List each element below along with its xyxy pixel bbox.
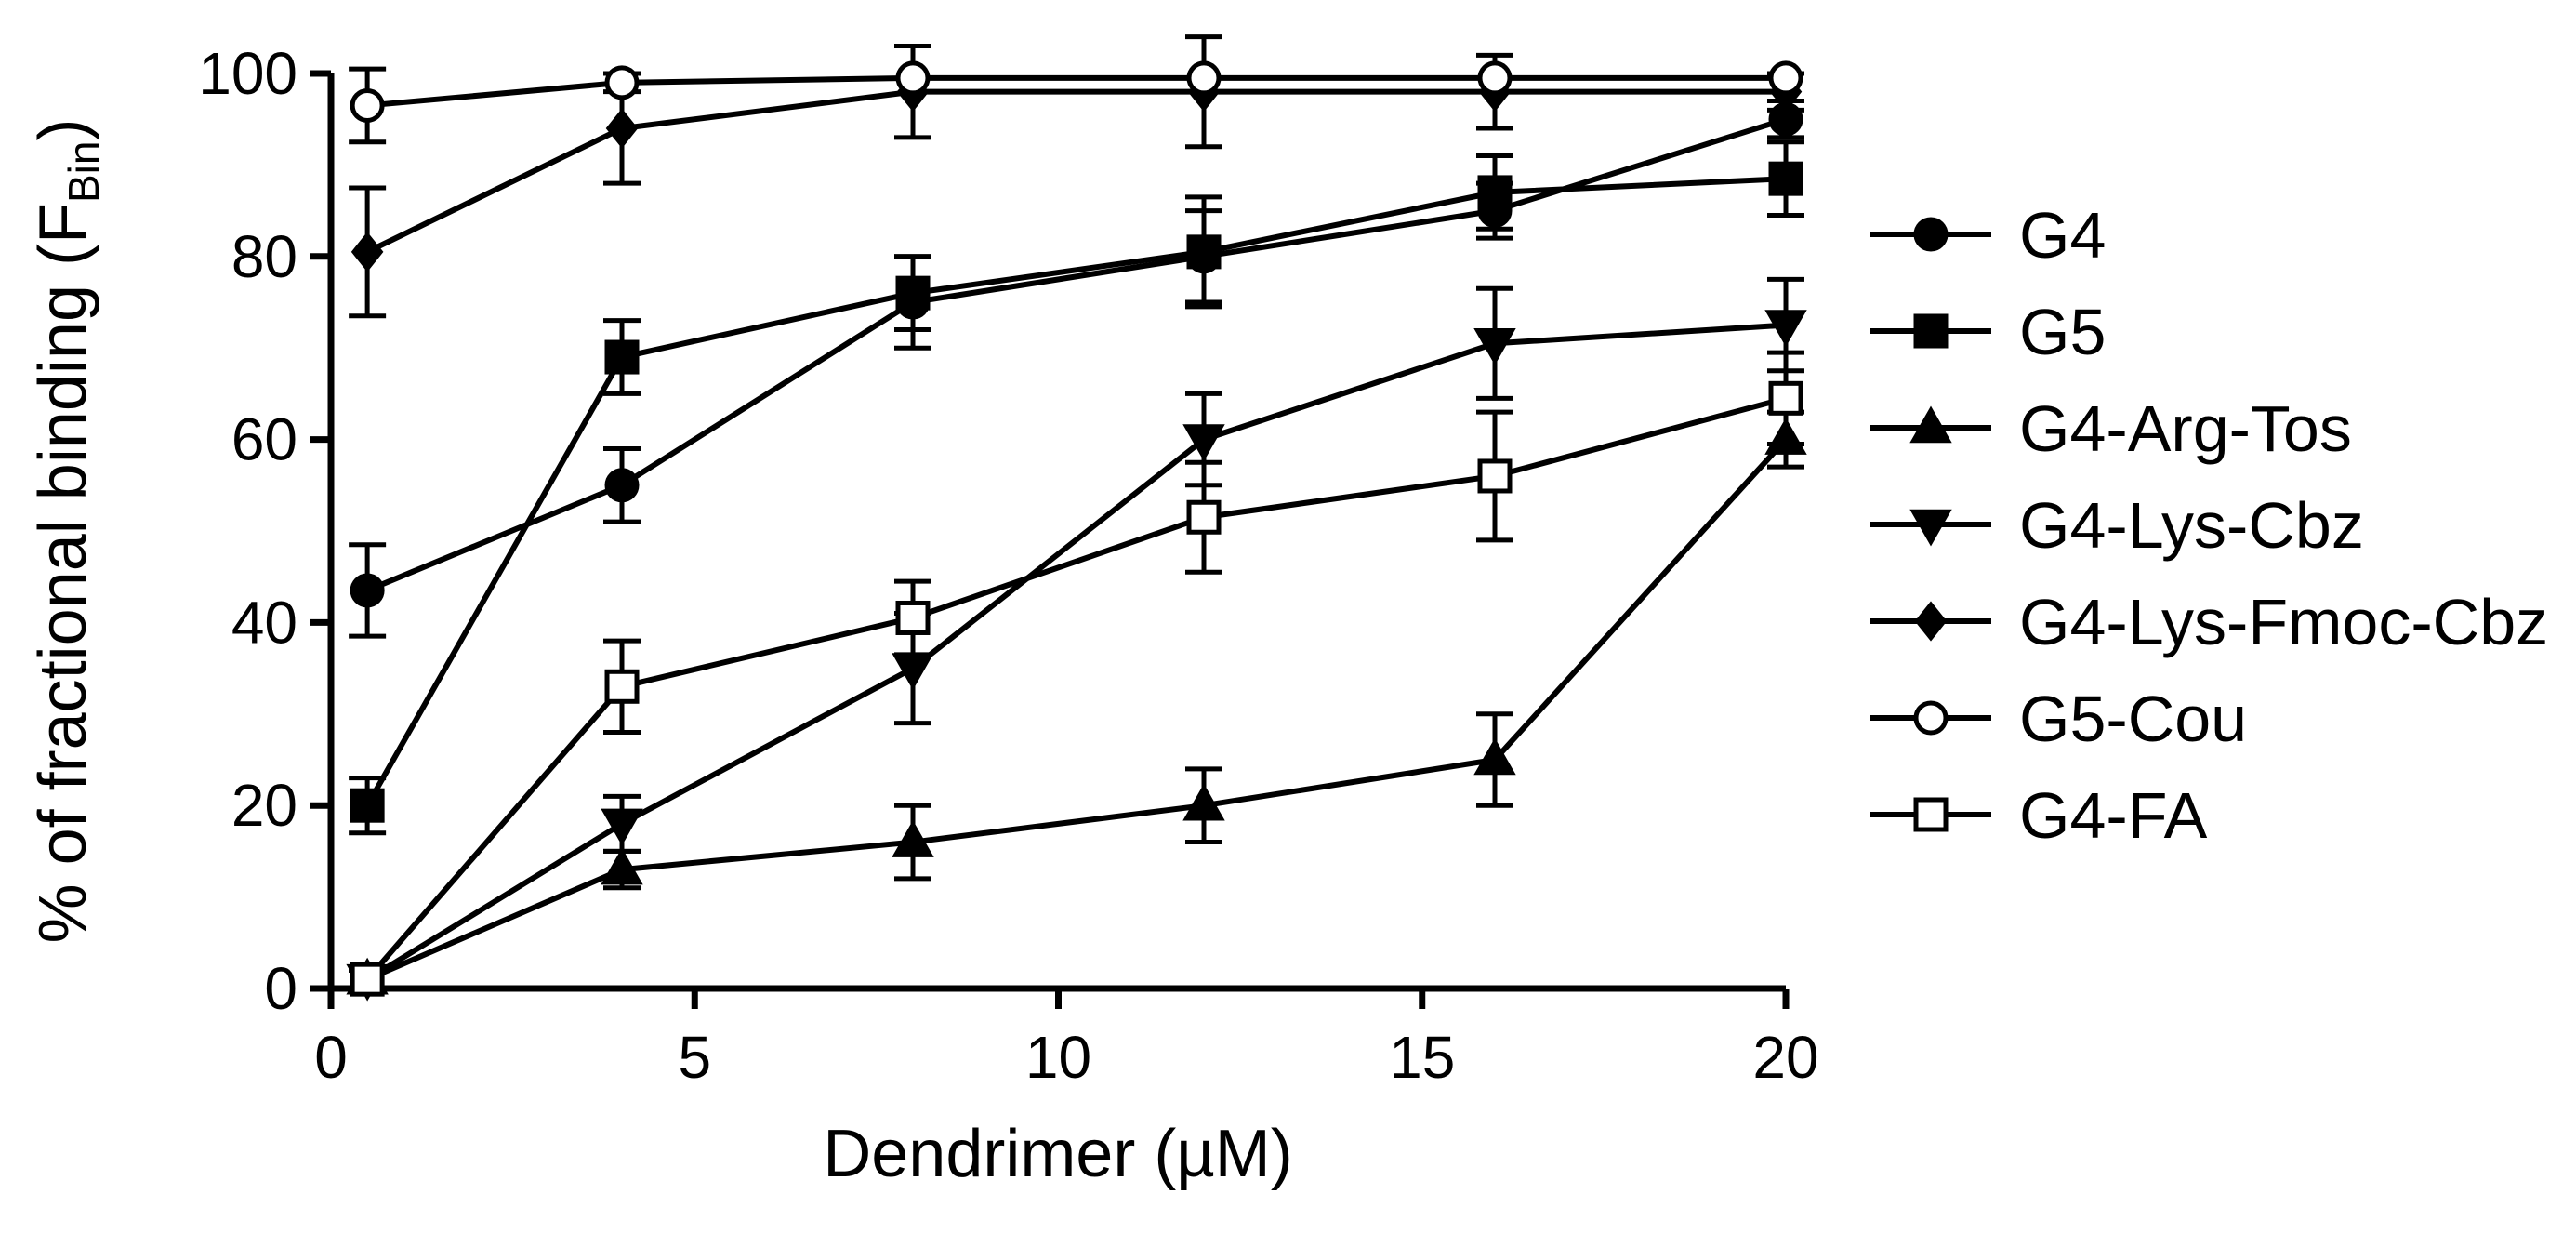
legend-label: G4-Lys-Fmoc-Cbz xyxy=(2019,586,2548,658)
legend-marker xyxy=(1909,509,1952,547)
data-point xyxy=(604,669,640,704)
data-point xyxy=(605,108,639,149)
legend-label: G4-Lys-Cbz xyxy=(2019,489,2364,562)
legend: G4 G5 G4-Arg-Tos G4-Lys-Cbz G4-Lys-Fmoc-Cbz G… xyxy=(1870,199,2548,852)
series-line xyxy=(365,88,1786,255)
y-tick-label: 80 xyxy=(231,223,297,290)
data-point xyxy=(1477,458,1513,494)
y-axis-title-main: % of fractional binding (F xyxy=(26,203,100,943)
series-g5 xyxy=(349,139,1804,836)
data-point xyxy=(1477,175,1513,210)
data-point xyxy=(601,847,643,885)
legend-marker xyxy=(1909,405,1952,444)
data-point xyxy=(1182,783,1225,821)
data-point xyxy=(1768,60,1803,96)
legend-item: G5-Cou xyxy=(1870,683,2247,755)
y-tick-label: 100 xyxy=(198,40,297,107)
data-point xyxy=(604,65,640,100)
legend-item: G4 xyxy=(1870,199,2106,272)
data-point xyxy=(604,339,640,375)
data-point xyxy=(1186,234,1222,270)
y-axis-title-subscript: Bin xyxy=(59,141,108,203)
legend-marker xyxy=(1913,217,1949,252)
y-axis-title-end: ) xyxy=(26,119,100,141)
series-g5-cou xyxy=(349,60,1803,145)
data-point xyxy=(350,573,385,608)
data-point xyxy=(1473,327,1516,365)
legend-label: G5 xyxy=(2019,296,2106,368)
y-tick-label: 60 xyxy=(231,406,297,473)
data-point xyxy=(604,468,640,503)
series-g4-arg-tos xyxy=(346,409,1807,995)
data-point xyxy=(895,600,931,635)
y-tick-label: 0 xyxy=(264,955,297,1022)
legend-label: G5-Cou xyxy=(2019,683,2247,755)
y-ticks: 0 20 40 60 80 100 xyxy=(198,40,331,1022)
data-point xyxy=(1186,60,1222,96)
legend-marker xyxy=(1913,797,1949,832)
data-point xyxy=(1473,737,1516,776)
x-tick-label: 5 xyxy=(678,1024,711,1091)
data-point xyxy=(350,788,385,823)
legend-label: G4-Arg-Tos xyxy=(2019,392,2352,465)
x-ticks: 0 5 10 15 20 xyxy=(314,989,1819,1091)
legend-label: G4-FA xyxy=(2019,779,2208,852)
legend-label: G4 xyxy=(2019,199,2106,272)
series-line xyxy=(364,176,1787,807)
plot-area xyxy=(327,73,1786,992)
legend-item: G4-Lys-Cbz xyxy=(1870,489,2364,562)
series-line xyxy=(366,74,1786,109)
y-axis-title: % of fractional binding (FBin) xyxy=(26,119,108,944)
series-line xyxy=(364,395,1787,982)
legend-item: G4-Arg-Tos xyxy=(1870,392,2352,465)
data-point xyxy=(1186,499,1222,535)
series-line xyxy=(365,322,1787,982)
x-tick-label: 15 xyxy=(1389,1024,1455,1091)
y-tick-label: 20 xyxy=(231,772,297,839)
data-point xyxy=(1768,161,1803,196)
data-point xyxy=(892,653,934,691)
data-point xyxy=(1477,60,1513,96)
x-tick-label: 0 xyxy=(314,1024,348,1091)
legend-marker xyxy=(1914,601,1948,642)
legend-marker xyxy=(1913,313,1949,349)
x-axis-title: Dendrimer (µM) xyxy=(823,1117,1293,1191)
data-point xyxy=(601,808,643,846)
data-point xyxy=(350,87,385,123)
legend-item: G5 xyxy=(1870,296,2106,368)
x-tick-label: 20 xyxy=(1752,1024,1818,1091)
series-layer xyxy=(346,34,1807,1002)
y-tick-label: 40 xyxy=(231,589,297,656)
data-point xyxy=(350,962,385,997)
data-point xyxy=(350,232,384,272)
series-line xyxy=(365,116,1787,593)
x-tick-label: 10 xyxy=(1025,1024,1091,1091)
series-g4-fa xyxy=(349,350,1804,997)
legend-item: G4-Lys-Fmoc-Cbz xyxy=(1870,586,2548,658)
data-point xyxy=(895,60,931,96)
data-point xyxy=(1182,424,1225,462)
data-point xyxy=(892,820,934,857)
data-point xyxy=(1768,380,1803,416)
series-g4 xyxy=(349,99,1804,639)
data-point xyxy=(1764,310,1807,348)
series-line xyxy=(365,437,1789,982)
legend-item: G4-FA xyxy=(1870,779,2208,852)
legend-marker xyxy=(1913,700,1949,736)
data-point xyxy=(895,275,931,311)
series-g4-lys-cbz xyxy=(346,276,1807,1002)
